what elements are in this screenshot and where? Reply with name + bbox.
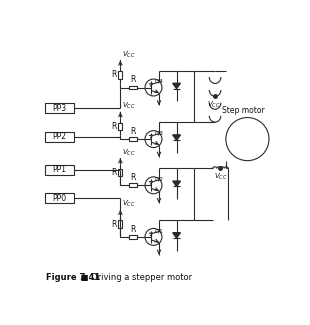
Bar (129, 137, 136, 141)
Text: R: R (111, 122, 117, 131)
Text: PP2: PP2 (52, 132, 67, 141)
Polygon shape (173, 233, 180, 238)
Bar (45, 165, 74, 175)
Bar (45, 103, 74, 113)
Text: PP0: PP0 (52, 194, 67, 203)
Text: R: R (111, 70, 117, 79)
Bar (118, 169, 122, 176)
Text: Q3: Q3 (154, 130, 163, 135)
Text: R: R (130, 127, 135, 136)
Text: $V_{CC}$: $V_{CC}$ (207, 100, 220, 110)
Bar (118, 220, 122, 228)
Text: R: R (130, 173, 135, 182)
Text: PP1: PP1 (52, 165, 67, 175)
Text: $V_{CC}$: $V_{CC}$ (214, 172, 227, 182)
Text: $V_{CC}$: $V_{CC}$ (122, 199, 135, 209)
Text: ■ Driving a stepper motor: ■ Driving a stepper motor (78, 273, 192, 281)
Text: Q1: Q1 (154, 228, 163, 233)
Text: $V_{CC}$: $V_{CC}$ (122, 147, 135, 158)
Text: R: R (111, 168, 117, 177)
Text: Figure 7.41: Figure 7.41 (46, 273, 100, 281)
Text: Step motor: Step motor (222, 106, 265, 115)
Text: R: R (111, 220, 117, 229)
Text: R: R (130, 225, 135, 234)
Text: PP3: PP3 (52, 104, 67, 113)
Polygon shape (173, 181, 180, 187)
Text: Q4: Q4 (154, 79, 163, 84)
Bar (45, 193, 74, 203)
Text: $V_{CC}$: $V_{CC}$ (122, 50, 135, 60)
Bar (118, 71, 122, 79)
Bar (129, 183, 136, 187)
Bar (129, 235, 136, 239)
Text: R: R (130, 75, 135, 84)
Polygon shape (173, 83, 180, 89)
Bar (129, 85, 136, 89)
Text: Q2: Q2 (154, 176, 163, 181)
Bar (45, 132, 74, 142)
Bar (118, 123, 122, 130)
Text: $V_{CC}$: $V_{CC}$ (122, 101, 135, 111)
Polygon shape (173, 135, 180, 140)
